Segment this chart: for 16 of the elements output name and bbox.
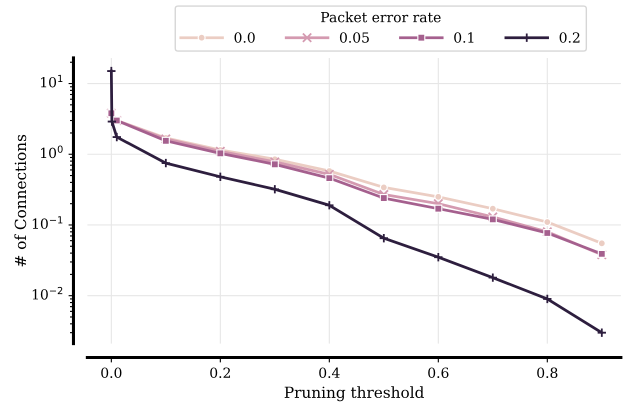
legend-label: 0.2 — [560, 32, 580, 43]
legend-label: 0.0 — [234, 32, 255, 43]
x-axis-title: Pruning threshold — [284, 386, 424, 402]
y-axis-title: # of Connections — [14, 134, 26, 266]
legend-label: 0.05 — [340, 32, 369, 43]
legend-title: Packet error rate — [321, 12, 441, 22]
y-tick-label: 10$^{−2}$ — [32, 286, 62, 300]
x-tick-label: 0.0 — [101, 367, 122, 378]
x-tick-label: 0.6 — [428, 367, 448, 378]
legend-label: 0.1 — [454, 32, 474, 43]
x-tick-label: 0.2 — [210, 367, 230, 378]
x-tick-label: 0.8 — [537, 367, 558, 378]
y-tick-label: 10$^{−1}$ — [32, 216, 62, 229]
y-tick-label: 10$^{0}$ — [41, 145, 63, 158]
x-tick-label: 0.4 — [319, 367, 340, 378]
y-tick-label: 10$^{1}$ — [41, 74, 62, 88]
